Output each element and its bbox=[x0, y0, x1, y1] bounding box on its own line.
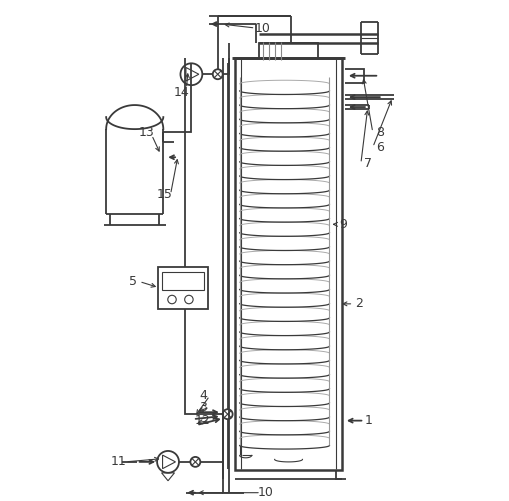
Text: 1: 1 bbox=[363, 414, 372, 427]
Text: 4: 4 bbox=[199, 389, 206, 402]
Text: 14: 14 bbox=[173, 86, 189, 99]
Text: 15: 15 bbox=[156, 188, 172, 201]
Bar bbox=[162, 272, 204, 290]
Text: 10: 10 bbox=[254, 22, 270, 35]
Text: 3: 3 bbox=[199, 401, 206, 414]
Text: 8: 8 bbox=[376, 126, 383, 139]
Bar bbox=[158, 267, 207, 309]
Text: 7: 7 bbox=[363, 157, 372, 170]
Text: 6: 6 bbox=[376, 141, 383, 154]
Text: 12: 12 bbox=[194, 414, 210, 427]
Text: 11: 11 bbox=[110, 455, 126, 468]
Text: 5: 5 bbox=[129, 275, 137, 288]
Text: 10: 10 bbox=[258, 486, 273, 499]
Text: 2: 2 bbox=[355, 298, 362, 310]
Text: 13: 13 bbox=[138, 126, 154, 139]
Text: 9: 9 bbox=[339, 218, 347, 231]
